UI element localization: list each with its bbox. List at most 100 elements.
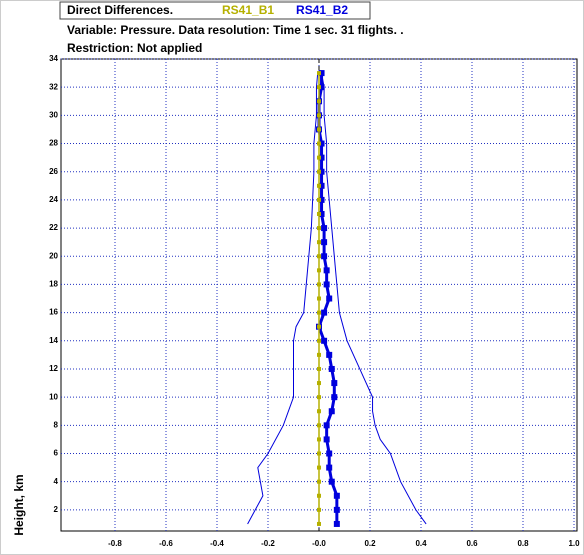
marker [323,267,330,274]
marker [317,254,321,259]
marker [321,337,328,344]
x-tick-label: 0.6 [466,539,478,548]
marker [321,225,328,232]
y-tick-label: 34 [49,54,58,63]
marker [317,183,321,188]
marker [318,210,325,217]
marker [317,113,321,118]
marker [333,492,340,499]
x-tick-label: 0.4 [415,539,427,548]
marker [317,197,321,202]
marker [318,196,325,203]
marker [317,310,321,315]
marker [323,422,330,429]
marker [328,408,335,415]
y-tick-label: 4 [54,477,59,486]
legend-box [59,1,371,20]
marker [321,253,328,260]
marker [321,239,328,246]
y-tick-label: 20 [49,251,58,260]
y-tick-label: 26 [49,167,58,176]
marker [317,381,321,386]
y-tick-label: 22 [49,223,58,232]
marker [317,71,321,76]
x-tick-label: -0.6 [159,539,173,548]
marker [328,365,335,372]
spread-line [321,73,427,525]
x-tick-label: -0.2 [261,539,275,548]
y-tick-label: 16 [49,308,58,317]
y-tick-label: 30 [49,110,58,119]
marker [317,493,321,498]
y-tick-label: 28 [49,139,58,148]
marker [317,226,321,231]
marker [317,437,321,442]
marker [326,450,333,457]
marker [317,352,321,357]
x-tick-label: -0.0 [312,539,326,548]
x-tick-label: -0.4 [210,539,224,548]
marker [323,436,330,443]
marker [333,520,340,527]
marker [317,169,321,174]
marker [318,140,325,147]
marker [318,154,325,161]
marker [317,465,321,470]
marker [318,168,325,175]
y-tick-label: 24 [49,195,58,204]
marker [326,351,333,358]
marker [317,211,321,216]
x-tick-label: 1.0 [568,539,580,548]
marker [323,281,330,288]
y-tick-label: 18 [49,280,58,289]
marker [317,296,321,301]
subtitle: Variable: Pressure. Data resolution: Tim… [67,23,404,37]
marker [317,507,321,512]
marker [317,85,321,90]
marker [318,84,325,91]
marker [317,423,321,428]
marker [331,380,338,387]
marker [333,506,340,513]
x-tick-label: 0.8 [517,539,529,548]
marker [317,395,321,400]
marker [317,451,321,456]
y-tick-label: 12 [49,364,58,373]
marker [317,240,321,245]
note: Restriction: Not applied [67,41,202,55]
x-tick-label: 0.2 [364,539,376,548]
marker [326,295,333,302]
marker [326,464,333,471]
marker [317,282,321,287]
marker [317,366,321,371]
x-tick-label: -0.8 [108,539,122,548]
marker [317,141,321,146]
marker [317,409,321,414]
marker [328,478,335,485]
y-tick-label: 8 [54,420,59,429]
y-tick-label: 14 [49,336,58,345]
y-tick-label: 6 [54,449,59,458]
legend-entry: RS41_B2 [296,3,348,17]
y-tick-label: 32 [49,82,58,91]
marker [317,99,321,104]
marker [321,309,328,316]
marker [318,182,325,189]
legend-entry: RS41_B1 [222,3,274,17]
y-axis-label: Height, km [12,474,26,535]
marker [317,324,321,329]
marker [317,155,321,160]
marker [331,394,338,401]
y-tick-label: 10 [49,392,58,401]
marker [317,268,321,273]
spread-line [247,73,319,525]
marker [317,479,321,484]
marker [317,127,321,132]
marker [317,521,321,526]
marker [318,70,325,77]
legend-title: Direct Differences. [67,3,173,17]
y-tick-label: 2 [54,505,59,514]
marker [317,338,321,343]
